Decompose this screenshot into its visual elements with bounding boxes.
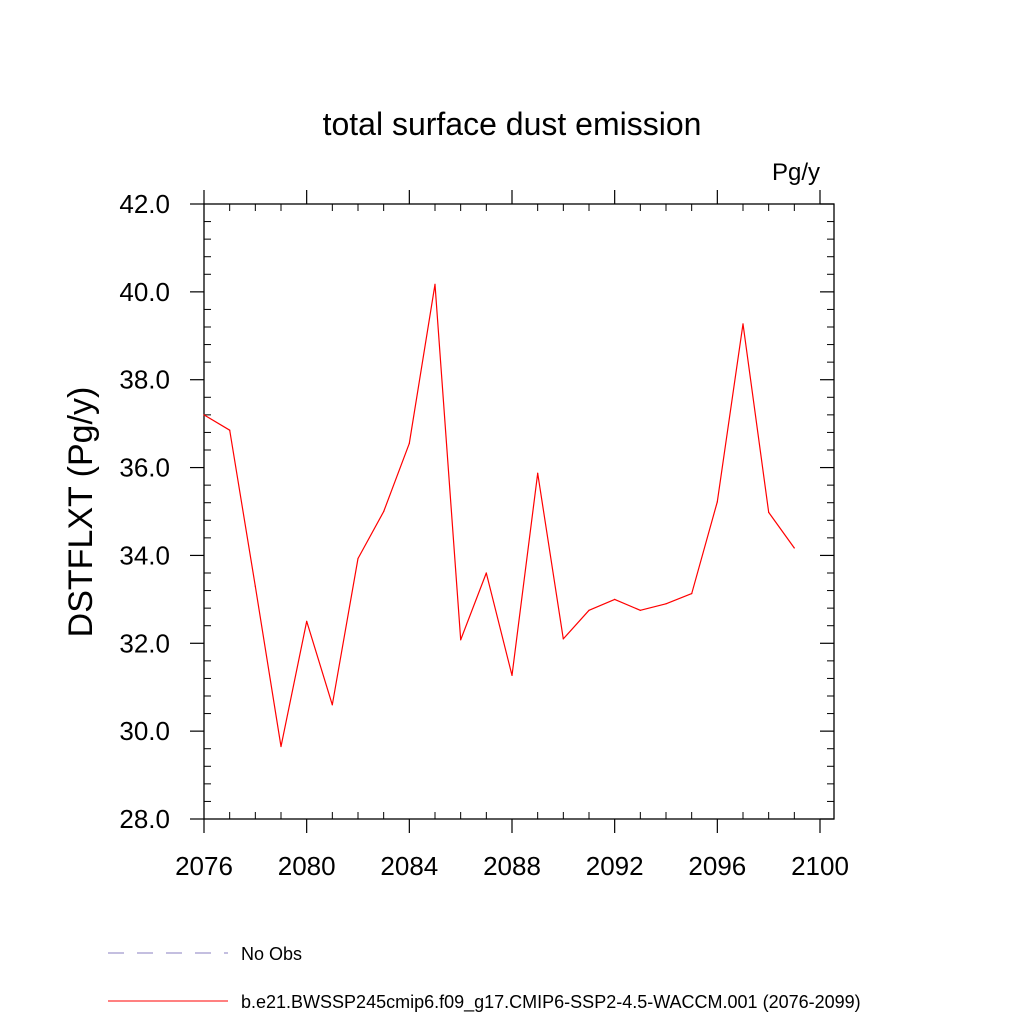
data-point [331,704,333,706]
x-tick-label: 2092 [586,851,644,881]
y-tick-label: 38.0 [119,365,170,395]
axes [203,203,835,820]
data-point [562,638,564,640]
data-point [357,557,359,560]
data-point [460,639,462,641]
x-tick-label: 2088 [483,851,541,881]
x-axis-ticks: 2076 2080 2084 2088 2092 2096 2100 [175,190,849,881]
data-point [434,283,436,285]
data-point [793,547,795,549]
data-point [639,609,641,611]
y-axis-ticks: 28.0 30.0 32.0 34.0 36.0 38.0 40.0 42.0 [119,189,834,834]
data-point [254,585,256,587]
data-point [588,609,590,611]
data-point [716,501,718,503]
x-tick-label: 2076 [175,851,233,881]
data-point [614,598,616,600]
y-tick-label: 32.0 [119,628,170,658]
plot-frame [203,203,835,820]
data-point [383,510,385,513]
y-tick-label: 36.0 [119,453,170,483]
data-point [768,511,770,513]
series-layer [203,283,795,748]
data-point [408,442,410,445]
series-line [203,283,795,748]
units-label: Pg/y [772,159,820,186]
chart-title: total surface dust emission [323,106,702,142]
y-axis-label: DSTFLXT (Pg/y) [62,387,100,638]
y-tick-label: 42.0 [119,189,170,219]
x-tick-label: 2096 [688,851,746,881]
data-point [280,745,282,748]
y-tick-label: 40.0 [119,277,170,307]
legend-label: b.e21.BWSSP245cmip6.f09_g17.CMIP6-SSP2-4… [241,992,861,1013]
data-point [665,603,667,605]
x-tick-label: 2080 [278,851,336,881]
data-point [511,674,513,676]
x-tick-label: 2084 [380,851,438,881]
x-tick-label: 2100 [791,851,849,881]
data-point [306,620,308,622]
data-point [691,593,693,595]
y-tick-label: 34.0 [119,540,170,570]
data-point [485,572,487,574]
data-point [742,323,744,325]
data-point [203,414,205,416]
legend: No Obs b.e21.BWSSP245cmip6.f09_g17.CMIP6-… [108,944,861,1013]
data-point [229,429,231,431]
legend-label: No Obs [241,944,302,964]
data-point [537,472,539,474]
y-tick-label: 28.0 [119,804,170,834]
y-tick-label: 30.0 [119,716,170,746]
